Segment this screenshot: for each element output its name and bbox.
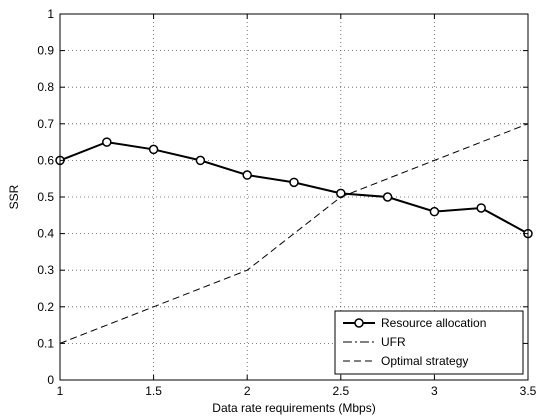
data-point [382,192,393,202]
grid [59,13,529,381]
data-point [102,137,112,147]
y-tick-label: 0.2 [37,300,54,314]
legend: Resource allocation UFR Optimal strategy [334,310,524,375]
x-tick-label: 2 [244,384,251,398]
legend-marker [354,318,364,328]
y-tick-label: 0.8 [37,80,54,94]
series-line-2 [59,123,529,344]
y-tick-label: 0.7 [37,117,54,131]
y-axis-title: SSR [7,184,21,209]
data-point [429,206,440,217]
data-point [242,170,252,180]
data-point [476,203,486,213]
x-tick-label: 1 [57,384,64,398]
y-tick-label: 0.9 [37,44,54,58]
tick-labels: 1 1.5 2 2.5 3 3.5 0 0.1 0.2 0.3 0.4 0.5 0.6 0.7 0.8 0.9… [37,7,536,398]
x-tick-label: 1.5 [145,384,162,398]
data-point [148,144,159,155]
data-point [195,155,206,166]
data-point [289,177,299,188]
x-tick-label: 3 [431,384,438,398]
axes [59,13,529,381]
legend-label-1: UFR [381,335,406,349]
x-tick-label: 3.5 [520,384,537,398]
y-tick-label: 0.5 [37,190,54,204]
x-axis-title: Data rate requirements (Mbps) [212,401,375,415]
y-tick-label: 0.3 [37,263,54,277]
y-tick-label: 0 [47,373,54,387]
x-tick-label: 2.5 [332,384,349,398]
legend-label-2: Optimal strategy [381,354,468,368]
legend-label-0: Resource allocation [381,316,486,330]
y-tick-label: 0.4 [37,227,54,241]
y-tick-label: 0.6 [37,153,54,167]
y-tick-label: 0.1 [37,336,54,350]
y-tick-label: 1 [47,7,54,21]
